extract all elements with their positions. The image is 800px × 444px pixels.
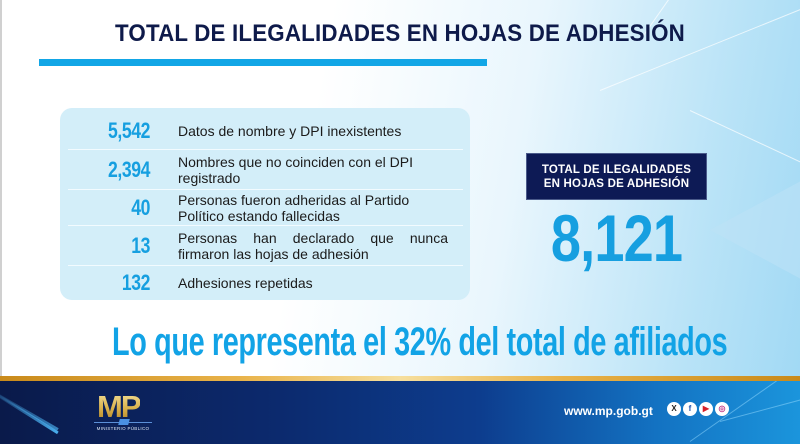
breakdown-row: 40 Personas fueron adheridas al Partido … (60, 191, 470, 225)
page-title: TOTAL DE ILEGALIDADES EN HOJAS DE ADHESI… (114, 20, 686, 47)
decorative-streak (719, 389, 800, 422)
total-label-box: TOTAL DE ILEGALIDADES EN HOJAS DE ADHESI… (526, 153, 707, 200)
row-value: 132 (121, 270, 151, 295)
breakdown-row: 5,542 Datos de nombre y DPI inexistentes (60, 116, 470, 146)
decorative-streak (0, 383, 59, 431)
row-value: 40 (131, 195, 150, 220)
footer (0, 381, 800, 444)
logo-text: MP (97, 389, 141, 424)
instagram-icon[interactable]: ◎ (715, 402, 729, 416)
breakdown-panel: 5,542 Datos de nombre y DPI inexistentes… (60, 108, 470, 300)
social-links: X f ▶ ◎ (667, 402, 729, 416)
row-value: 5,542 (107, 118, 150, 143)
website-link[interactable]: www.mp.gob.gt (564, 404, 653, 418)
breakdown-row: 13 Personas han declarado que nunca firm… (60, 227, 470, 265)
total-label-line1: TOTAL DE ILEGALIDADES (541, 164, 692, 176)
breakdown-row: 132 Adhesiones repetidas (60, 268, 470, 298)
breakdown-row: 2,394 Nombres que no coinciden con el DP… (60, 151, 470, 189)
row-divider (68, 189, 463, 190)
youtube-icon[interactable]: ▶ (699, 402, 713, 416)
flag-icon (118, 419, 130, 425)
total-value: 8,121 (550, 201, 683, 275)
x-icon[interactable]: X (667, 402, 681, 416)
row-label: Adhesiones repetidas (178, 275, 313, 291)
row-label: Datos de nombre y DPI inexistentes (178, 123, 402, 139)
row-value: 13 (131, 233, 150, 258)
facebook-icon[interactable]: f (683, 402, 697, 416)
row-divider (68, 225, 463, 226)
row-divider (68, 265, 463, 266)
headline: Lo que representa el 32% del total de af… (112, 320, 728, 364)
decorative-shape (710, 160, 800, 300)
gold-divider (0, 376, 800, 381)
total-label-line2: EN HOJAS DE ADHESIÓN (543, 178, 690, 190)
row-label: Nombres que no coinciden con el DPI regi… (178, 154, 414, 186)
mp-logo: MP MINISTERIO PÚBLICO (92, 389, 154, 433)
row-value: 2,394 (107, 157, 150, 182)
row-divider (68, 149, 463, 150)
logo-subtitle: MINISTERIO PÚBLICO (96, 426, 150, 431)
title-underline (39, 59, 487, 66)
row-label: Personas han declarado que nunca firmaro… (178, 230, 448, 262)
row-label: Personas fueron adheridas al Partido Pol… (178, 192, 410, 224)
